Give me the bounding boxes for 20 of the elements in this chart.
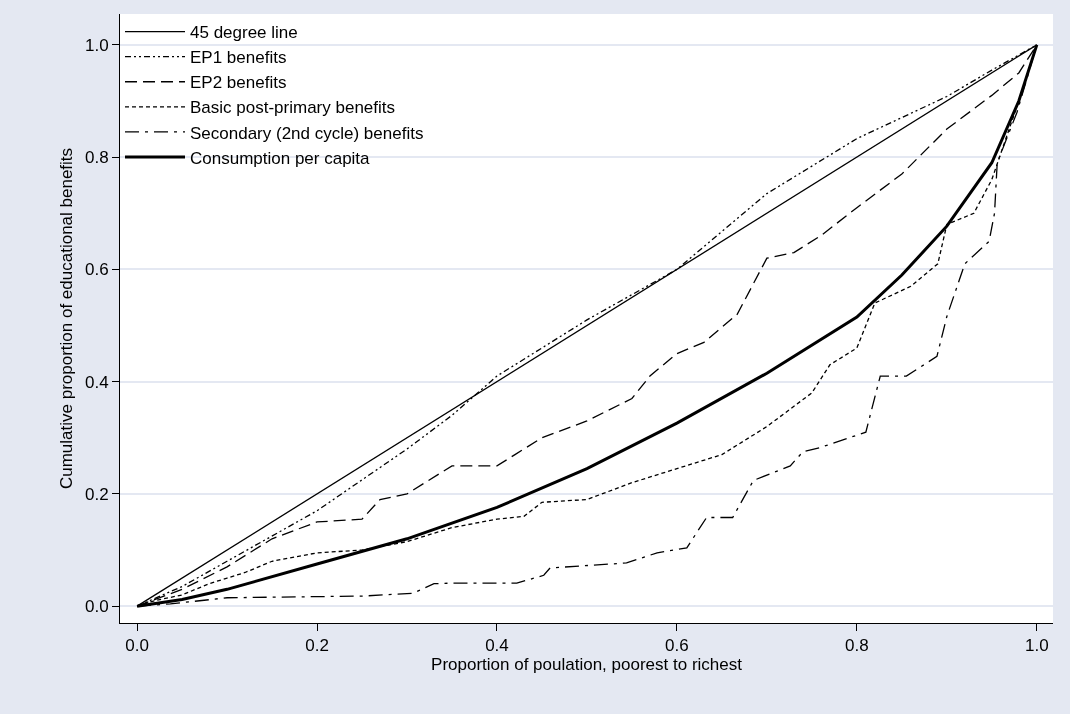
x-tick-label: 0.8 <box>845 636 869 656</box>
legend-label: EP1 benefits <box>190 48 287 68</box>
y-axis-title: Cumulative proportion of educational benefits <box>56 147 76 490</box>
y-tick-label: 1.0 <box>84 35 109 55</box>
legend-label: EP2 benefits <box>190 73 287 93</box>
x-axis-title: Proportion of poulation, poorest to richest <box>431 655 743 675</box>
legend-label: Consumption per capita <box>190 148 371 168</box>
x-tick-label: 1.0 <box>1024 636 1049 656</box>
x-tick-label: 0.0 <box>125 636 149 656</box>
x-tick-label: 0.4 <box>485 636 509 656</box>
x-tick-label: 0.6 <box>665 636 689 656</box>
legend-label: Secondary (2nd cycle) benefits <box>190 123 424 143</box>
y-tick-label: 0.0 <box>84 597 109 617</box>
x-tick-label: 0.2 <box>305 636 329 656</box>
y-tick-label: 0.8 <box>84 148 109 168</box>
y-tick-label: 0.2 <box>84 484 109 504</box>
y-tick-label: 0.6 <box>84 260 109 280</box>
legend-label: 45 degree line <box>190 23 298 43</box>
y-tick-label: 0.4 <box>84 372 109 392</box>
legend-label: Basic post-primary benefits <box>190 98 396 118</box>
